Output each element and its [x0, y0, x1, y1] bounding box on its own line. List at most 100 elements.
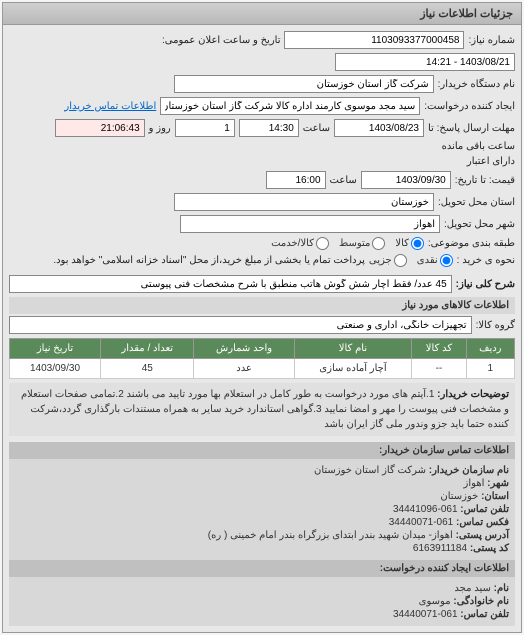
need-desc-input[interactable]	[9, 275, 452, 293]
deadline-label: مهلت ارسال پاسخ: تا	[428, 123, 515, 134]
offer-until-time-input[interactable]	[266, 171, 326, 189]
radio-service[interactable]	[316, 237, 329, 250]
validate-label: دارای اعتبار	[467, 156, 515, 167]
td-1: --	[412, 359, 466, 379]
requester-label: ایجاد کننده درخواست:	[424, 101, 515, 112]
city: اهواز	[464, 478, 485, 489]
delivery-city-input[interactable]	[180, 215, 440, 233]
radio-partial[interactable]	[394, 254, 407, 267]
contact-link[interactable]: اطلاعات تماس خریدار	[64, 101, 156, 112]
row-delivery-province: استان محل تحویل:	[9, 193, 515, 211]
delivery-city-label: شهر محل تحویل:	[444, 219, 515, 230]
radio-mid-item[interactable]: متوسط	[339, 237, 385, 250]
name: سید مجد	[454, 583, 490, 594]
td-2: آچار آماده سازی	[294, 359, 412, 379]
contact-org-section: نام سازمان خریدار: شرکت گاز استان خوزستا…	[9, 459, 515, 560]
buy-note: پرداخت تمام یا بخشی از مبلغ خرید،از محل …	[9, 255, 365, 266]
radio-all-item[interactable]: کالا	[395, 237, 424, 250]
panel-body: شماره نیاز: تاریخ و ساعت اعلان عمومی: نا…	[3, 25, 521, 632]
radio-service-item[interactable]: کالا/خدمت	[271, 237, 329, 250]
creator-name-line: نام: سید مجد	[15, 583, 509, 594]
buyer-notes-text: 1.آیتم های مورد درخواست به طور کامل در ا…	[21, 389, 509, 430]
announce-date-label: تاریخ و ساعت اعلان عمومی:	[162, 35, 281, 46]
row-offer-until-2: قیمت: تا تاریخ: ساعت	[9, 171, 515, 189]
radio-all[interactable]	[411, 237, 424, 250]
org-name-label: نام سازمان خریدار:	[429, 465, 509, 476]
request-number-label: شماره نیاز:	[468, 35, 515, 46]
buyer-org-input[interactable]	[174, 75, 434, 93]
buy-nature-radio-group: نقدی جزیی	[369, 254, 453, 267]
family: موسوی	[419, 596, 451, 607]
row-request-number: شماره نیاز: تاریخ و ساعت اعلان عمومی:	[9, 31, 515, 71]
offer-until-label: قیمت: تا تاریخ:	[455, 175, 515, 186]
postal-label: کد پستی:	[470, 543, 509, 554]
contact-province-line: استان: خوزستان	[15, 491, 509, 502]
contact-postal-line: کد پستی: 6163911184	[15, 543, 509, 554]
radio-cash-item[interactable]: نقدی	[417, 254, 453, 267]
th-5: تاریخ نیاز	[10, 339, 101, 359]
org-name: شرکت گاز استان خوزستان	[314, 465, 426, 476]
buyer-notes: توضیحات خریدار: 1.آیتم های مورد درخواست …	[9, 383, 515, 436]
delivery-province-input[interactable]	[174, 193, 434, 211]
th-0: ردیف	[466, 339, 514, 359]
main-panel: جزئیات اطلاعات نیاز شماره نیاز: تاریخ و …	[2, 2, 522, 633]
row-deadline: مهلت ارسال پاسخ: تا ساعت روز و ساعت باقی…	[9, 119, 515, 152]
goods-group-label: گروه کالا:	[476, 320, 515, 331]
buy-nature-label: نحوه ی خرید :	[457, 255, 515, 266]
announce-date-input[interactable]	[335, 53, 515, 71]
category-radio-group: کالا متوسط کالا/خدمت	[271, 237, 424, 250]
radio-cash[interactable]	[440, 254, 453, 267]
row-delivery-city: شهر محل تحویل:	[9, 215, 515, 233]
contact-creator-title: اطلاعات ایجاد کننده درخواست:	[9, 560, 515, 577]
row-goods-group: گروه کالا:	[9, 316, 515, 334]
th-2: نام کالا	[294, 339, 412, 359]
remaining-time-input[interactable]	[55, 119, 145, 137]
delivery-province-label: استان محل تحویل:	[438, 197, 515, 208]
deadline-time-label: ساعت	[303, 123, 330, 134]
radio-mid-label: متوسط	[339, 238, 370, 249]
contact-address-line: آدرس پستی: اهواز- میدان شهید بندر ابتدای…	[15, 530, 509, 541]
goods-section-title: اطلاعات کالاهای مورد نیاز	[9, 297, 515, 314]
buyer-notes-label: توضیحات خریدار:	[437, 389, 509, 400]
request-number-input[interactable]	[284, 31, 464, 49]
creator-phone-label: تلفن تماس:	[460, 609, 509, 620]
need-desc-label: شرح کلی نیاز:	[456, 279, 515, 290]
requester-input[interactable]	[160, 97, 420, 115]
remaining-label: ساعت باقی مانده	[442, 141, 515, 152]
td-4: 45	[101, 359, 194, 379]
radio-service-label: کالا/خدمت	[271, 238, 314, 249]
creator-family-line: نام خانوادگی: موسوی	[15, 596, 509, 607]
remaining-days-label: روز و	[149, 123, 171, 134]
row-requester: ایجاد کننده درخواست: اطلاعات تماس خریدار	[9, 97, 515, 115]
city-label: شهر:	[487, 478, 509, 489]
deadline-time-input[interactable]	[239, 119, 299, 137]
th-4: تعداد / مقدار	[101, 339, 194, 359]
radio-partial-item[interactable]: جزیی	[369, 254, 407, 267]
contact-org-name-line: نام سازمان خریدار: شرکت گاز استان خوزستا…	[15, 465, 509, 476]
row-category: طبقه بندی موضوعی: کالا متوسط کالا/خدمت	[9, 237, 515, 250]
table-row: 1 -- آچار آماده سازی عدد 45 1403/09/30	[10, 359, 515, 379]
td-5: 1403/09/30	[10, 359, 101, 379]
remaining-days-input[interactable]	[175, 119, 235, 137]
radio-all-label: کالا	[395, 238, 409, 249]
deadline-date-input[interactable]	[334, 119, 424, 137]
offer-until-date-input[interactable]	[361, 171, 451, 189]
province-label: استان:	[481, 491, 509, 502]
fax: 061-34440071	[389, 517, 454, 528]
address-label: آدرس پستی:	[456, 530, 509, 541]
phone: 061-34441096	[393, 504, 458, 515]
province: خوزستان	[440, 491, 478, 502]
panel-title: جزئیات اطلاعات نیاز	[3, 3, 521, 25]
radio-mid[interactable]	[372, 237, 385, 250]
td-0: 1	[466, 359, 514, 379]
address: اهواز- میدان شهید بندر ابتدای بزرگراه بن…	[208, 530, 453, 541]
row-buy-nature: نحوه ی خرید : نقدی جزیی پرداخت تمام یا ب…	[9, 254, 515, 267]
creator-phone-line: تلفن تماس: 061-34440071	[15, 609, 509, 620]
contact-fax-line: فکس تماس: 061-34440071	[15, 517, 509, 528]
contact-org-title: اطلاعات تماس سازمان خریدار:	[9, 442, 515, 459]
row-need-desc: شرح کلی نیاز:	[9, 275, 515, 293]
phone-label: تلفن تماس:	[460, 504, 509, 515]
postal: 6163911184	[413, 543, 467, 554]
creator-phone: 061-34440071	[393, 609, 458, 620]
goods-group-input[interactable]	[9, 316, 472, 334]
